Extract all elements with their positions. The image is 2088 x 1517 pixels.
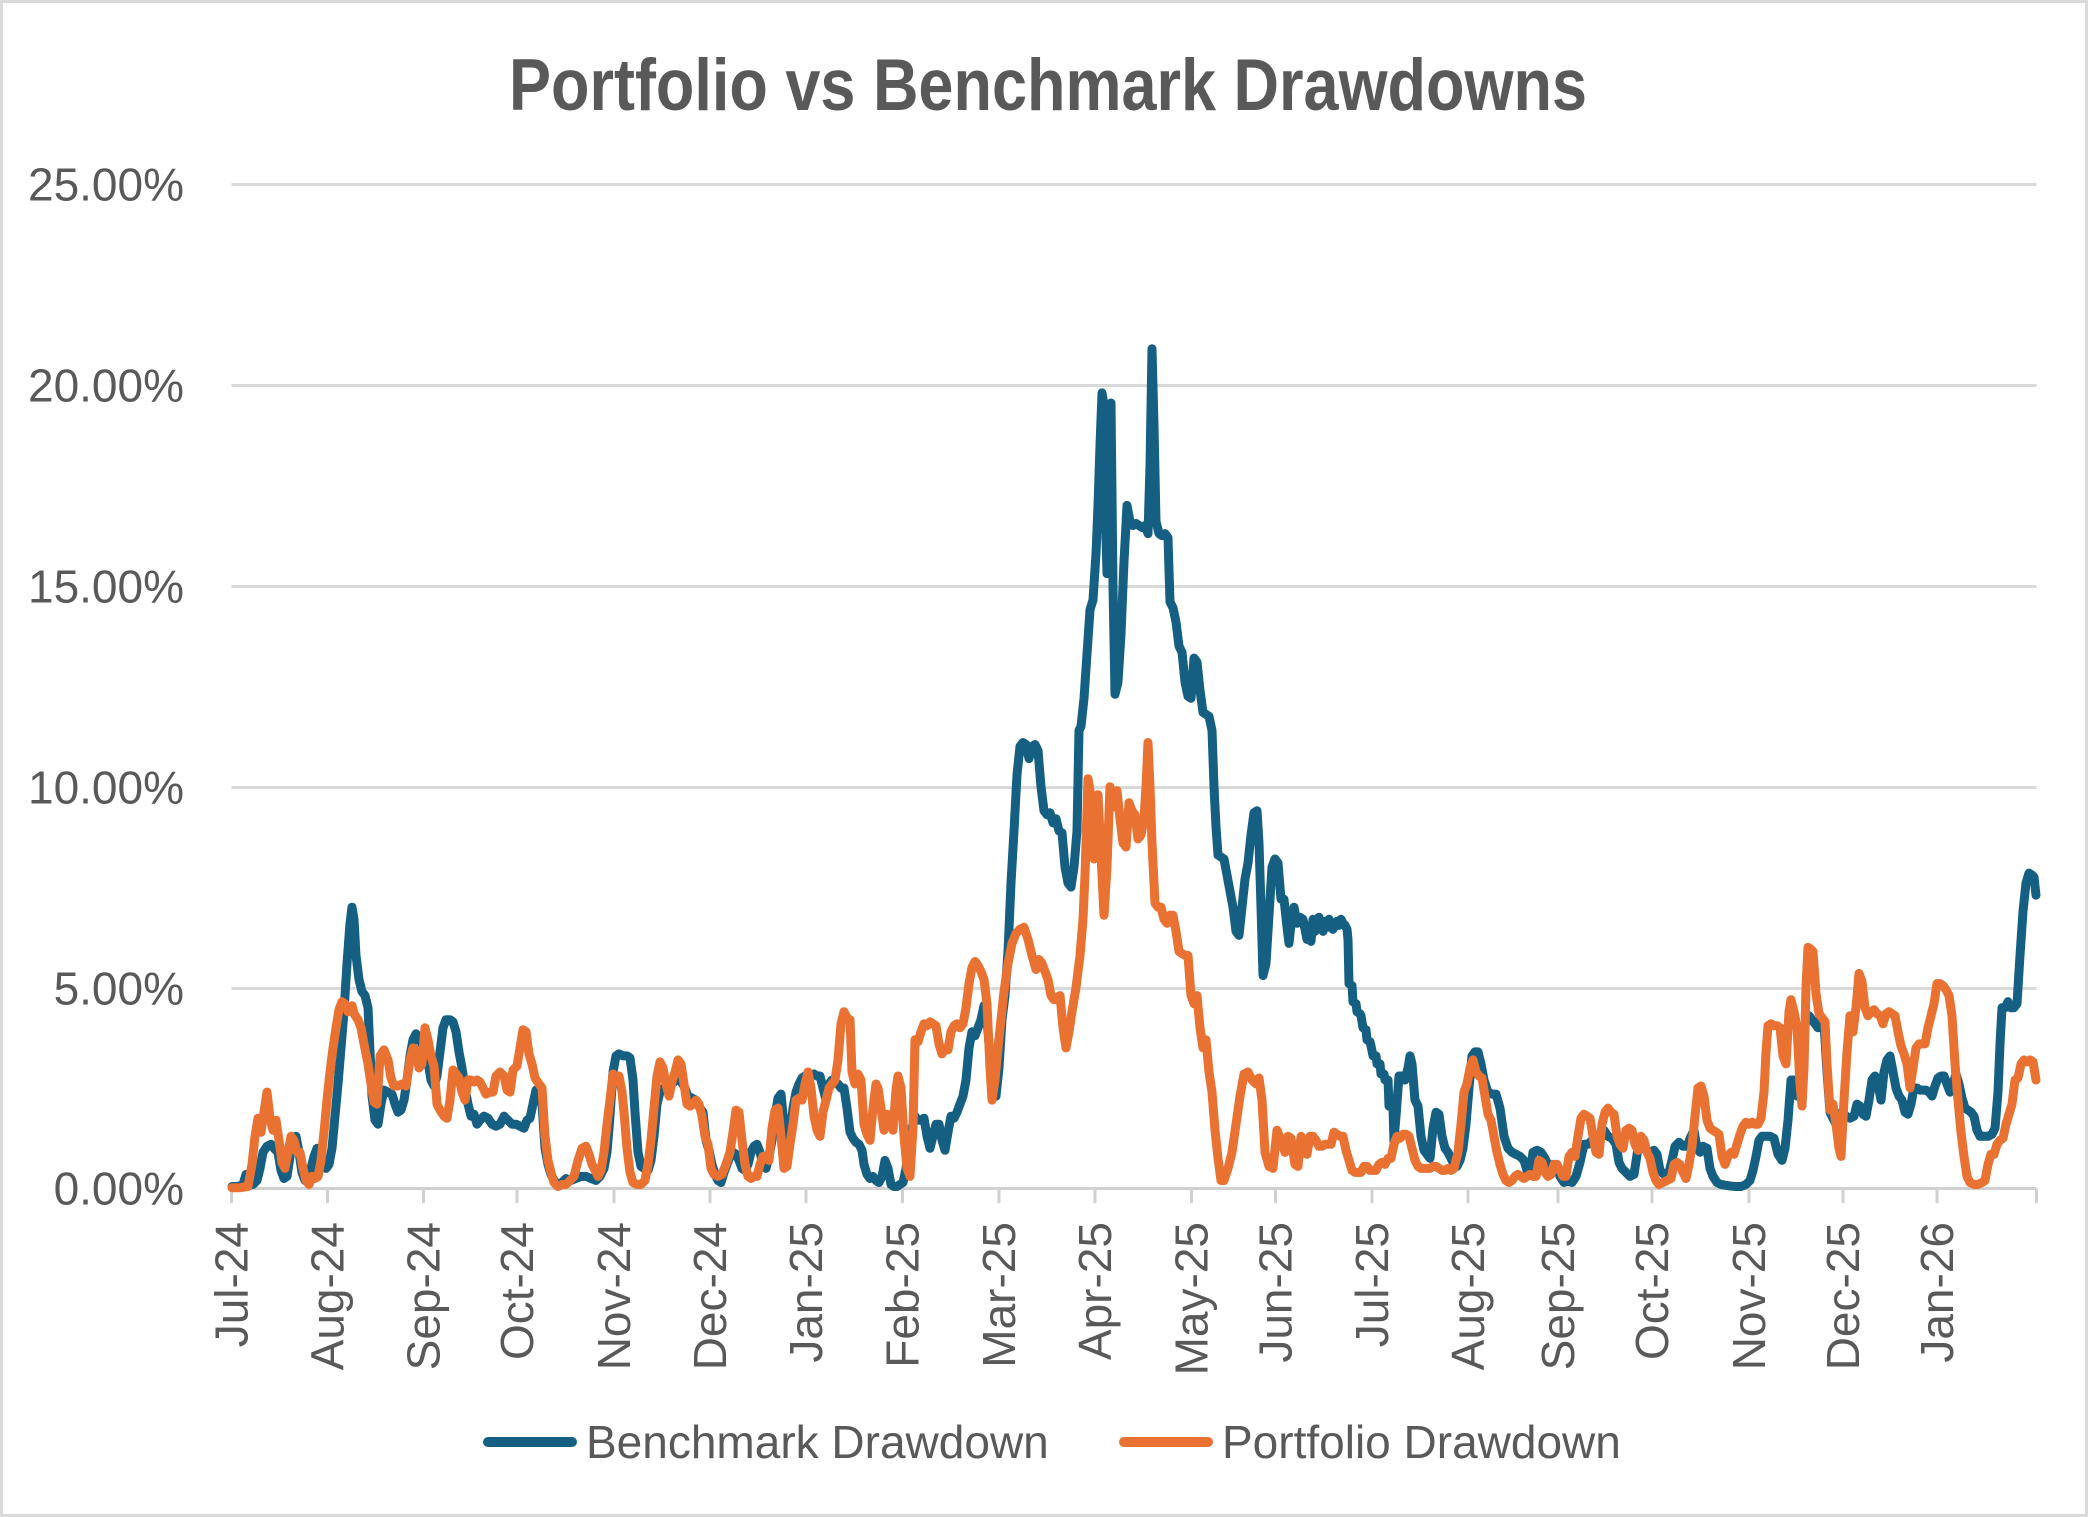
svg-text:Nov-24: Nov-24: [588, 1222, 640, 1370]
svg-text:Jan-25: Jan-25: [780, 1222, 832, 1363]
svg-text:Sep-25: Sep-25: [1532, 1222, 1584, 1370]
svg-text:Jun-25: Jun-25: [1250, 1222, 1302, 1363]
svg-text:Jan-26: Jan-26: [1911, 1222, 1963, 1363]
svg-text:Aug-25: Aug-25: [1442, 1222, 1494, 1370]
svg-text:Oct-24: Oct-24: [491, 1222, 543, 1360]
svg-text:Benchmark Drawdown: Benchmark Drawdown: [586, 1416, 1049, 1468]
svg-text:Dec-24: Dec-24: [684, 1222, 736, 1370]
svg-text:Mar-25: Mar-25: [973, 1222, 1025, 1368]
svg-text:Dec-25: Dec-25: [1817, 1222, 1869, 1370]
svg-text:Jul-24: Jul-24: [206, 1222, 258, 1347]
svg-text:Jul-25: Jul-25: [1346, 1222, 1398, 1347]
svg-text:Aug-24: Aug-24: [302, 1222, 354, 1370]
svg-text:5.00%: 5.00%: [54, 963, 184, 1015]
svg-text:20.00%: 20.00%: [28, 360, 184, 412]
svg-text:May-25: May-25: [1166, 1222, 1218, 1375]
svg-text:0.00%: 0.00%: [54, 1163, 184, 1215]
svg-text:Nov-25: Nov-25: [1723, 1222, 1775, 1370]
svg-text:Apr-25: Apr-25: [1069, 1222, 1121, 1360]
svg-text:Portfolio vs Benchmark Drawdow: Portfolio vs Benchmark Drawdowns: [509, 45, 1587, 126]
svg-text:Portfolio Drawdown: Portfolio Drawdown: [1222, 1416, 1621, 1468]
svg-text:Sep-24: Sep-24: [398, 1222, 450, 1370]
svg-text:15.00%: 15.00%: [28, 561, 184, 613]
svg-text:Feb-25: Feb-25: [877, 1222, 929, 1368]
svg-text:10.00%: 10.00%: [28, 762, 184, 814]
svg-text:25.00%: 25.00%: [28, 159, 184, 211]
svg-text:Oct-25: Oct-25: [1626, 1222, 1678, 1360]
